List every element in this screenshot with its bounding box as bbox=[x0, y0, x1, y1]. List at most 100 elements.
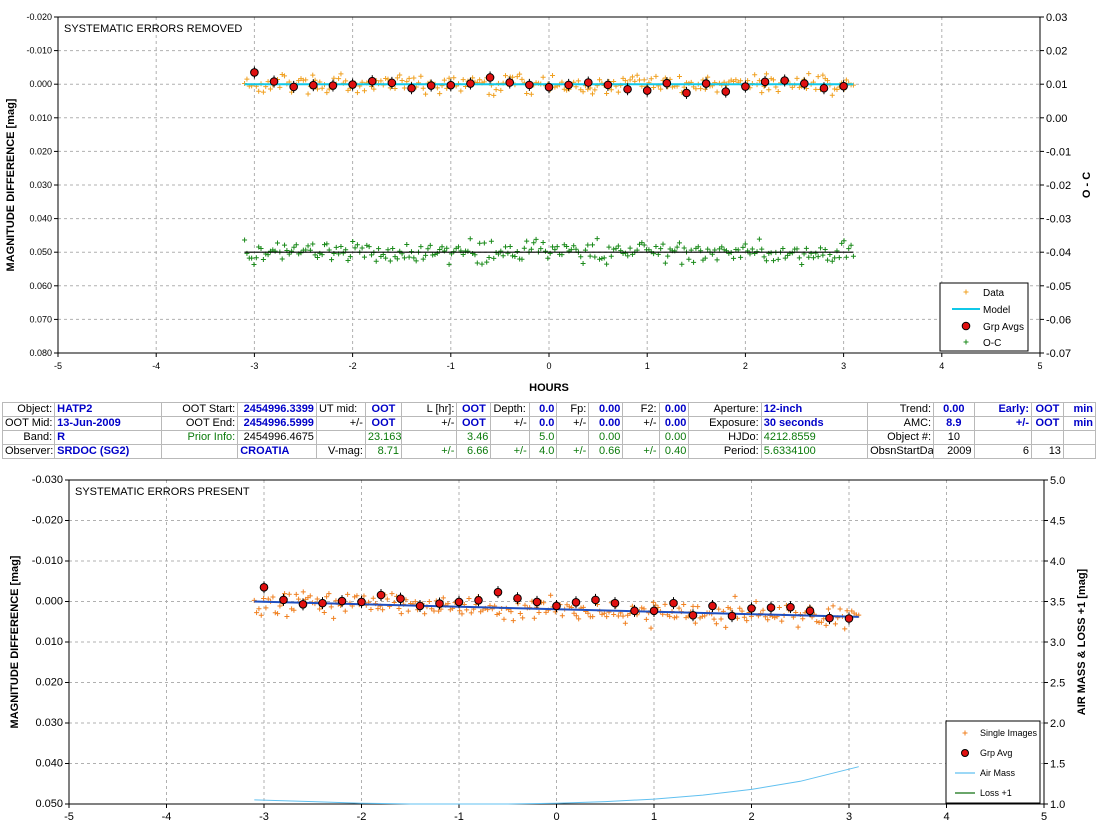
info-cell bbox=[973, 430, 1033, 445]
grp-avg-point bbox=[844, 614, 854, 623]
info-cell: CROATIA bbox=[237, 444, 317, 459]
plot-area bbox=[242, 66, 856, 268]
data-point bbox=[491, 92, 497, 98]
grp-avg-point bbox=[493, 587, 503, 597]
o-c-point bbox=[592, 254, 598, 260]
o-c-point bbox=[343, 247, 349, 253]
o-c-point bbox=[846, 246, 852, 252]
o-c-point bbox=[376, 246, 382, 252]
o-c-point bbox=[756, 236, 762, 242]
info-cell: min bbox=[1062, 416, 1097, 431]
data-point bbox=[738, 78, 744, 84]
single-image-point bbox=[354, 593, 360, 599]
single-image-point bbox=[375, 606, 381, 612]
info-cell: OOT bbox=[456, 402, 492, 417]
o-c-point bbox=[373, 258, 379, 264]
single-image-point bbox=[494, 611, 500, 617]
info-cell: 0.66 bbox=[588, 444, 624, 459]
series-grp-avg bbox=[259, 581, 854, 625]
o-c-point bbox=[627, 245, 633, 251]
single-image-point bbox=[440, 595, 446, 601]
data-point bbox=[592, 87, 598, 93]
data-point bbox=[282, 73, 288, 79]
o-c-point bbox=[242, 237, 248, 243]
single-image-point bbox=[779, 618, 785, 624]
info-cell: Aperture: bbox=[688, 402, 762, 417]
y2-tick-label: 4.0 bbox=[1050, 556, 1065, 568]
single-image-point bbox=[263, 605, 269, 611]
single-image-point bbox=[622, 620, 628, 626]
info-cell bbox=[556, 430, 590, 445]
info-cell: 2009 bbox=[933, 444, 975, 459]
info-cell: ObsnStartDate: bbox=[867, 444, 935, 459]
data-point bbox=[244, 76, 250, 82]
o-c-point bbox=[559, 252, 565, 258]
grp-avg-point bbox=[532, 597, 542, 607]
single-image-point bbox=[468, 610, 474, 616]
data-point bbox=[627, 77, 633, 83]
legend-marker bbox=[963, 289, 969, 295]
o-c-point bbox=[662, 260, 668, 266]
series-grp-avgs bbox=[250, 66, 848, 99]
y2-tick-label: 2.0 bbox=[1050, 718, 1065, 730]
y-tick-label: -0.030 bbox=[32, 474, 63, 486]
single-image-point bbox=[713, 621, 719, 627]
o-c-point bbox=[310, 241, 316, 247]
single-image-point bbox=[842, 626, 848, 632]
y-tick-label: -0.010 bbox=[26, 46, 52, 56]
data-point bbox=[378, 78, 384, 84]
o-c-point bbox=[550, 244, 556, 250]
single-image-point bbox=[818, 619, 824, 625]
info-cell: Period: bbox=[688, 444, 762, 459]
o-c-point bbox=[554, 244, 560, 250]
y-tick-label: 0.070 bbox=[29, 314, 52, 324]
o-c-point bbox=[274, 240, 280, 246]
grp-avg-point bbox=[727, 611, 737, 621]
o-c-point bbox=[542, 248, 548, 254]
single-image-point bbox=[837, 606, 843, 612]
o-c-point bbox=[749, 246, 755, 252]
info-cell: 5.0 bbox=[528, 430, 558, 445]
o-c-point bbox=[314, 255, 320, 261]
grp-avg-point bbox=[610, 598, 620, 608]
grp-avg-point bbox=[552, 601, 561, 611]
o-c-point bbox=[359, 245, 365, 251]
single-image-point bbox=[823, 622, 829, 628]
o-c-point bbox=[521, 245, 527, 251]
o-c-point bbox=[658, 246, 664, 252]
info-cell: Exposure: bbox=[688, 416, 762, 431]
grp-avg-point bbox=[630, 606, 639, 616]
o-c-point bbox=[444, 245, 450, 251]
o-c-point bbox=[599, 255, 605, 261]
o-c-point bbox=[568, 247, 574, 253]
x-axis-label: HOURS bbox=[529, 382, 569, 394]
o-c-point bbox=[253, 255, 259, 261]
data-point bbox=[503, 73, 509, 79]
data-point bbox=[597, 77, 603, 83]
o-c-point bbox=[832, 255, 838, 261]
data-point bbox=[561, 86, 567, 92]
o-c-point bbox=[587, 253, 593, 259]
single-image-point bbox=[548, 592, 554, 598]
single-image-point bbox=[699, 613, 705, 619]
x-tick-label: 0 bbox=[553, 811, 559, 823]
data-point bbox=[310, 72, 316, 78]
single-image-point bbox=[615, 613, 621, 619]
x-tick-label: -3 bbox=[259, 811, 269, 823]
single-image-point bbox=[576, 616, 582, 622]
o-c-point bbox=[803, 245, 809, 251]
data-point bbox=[775, 88, 781, 94]
info-cell: 23.163 bbox=[364, 430, 403, 445]
x-tick-label: 5 bbox=[1037, 361, 1042, 371]
info-cell: OOT bbox=[456, 416, 492, 431]
info-cell: 10 bbox=[933, 430, 975, 445]
single-image-point bbox=[291, 607, 297, 613]
single-image-point bbox=[265, 596, 271, 602]
data-point bbox=[829, 92, 835, 98]
data-point bbox=[343, 78, 349, 84]
grid bbox=[58, 17, 1040, 353]
o-c-point bbox=[491, 255, 497, 261]
info-cell: V-mag: bbox=[315, 444, 366, 459]
grp-avg-point bbox=[357, 597, 366, 607]
y2-tick-label: 0.03 bbox=[1046, 12, 1067, 24]
